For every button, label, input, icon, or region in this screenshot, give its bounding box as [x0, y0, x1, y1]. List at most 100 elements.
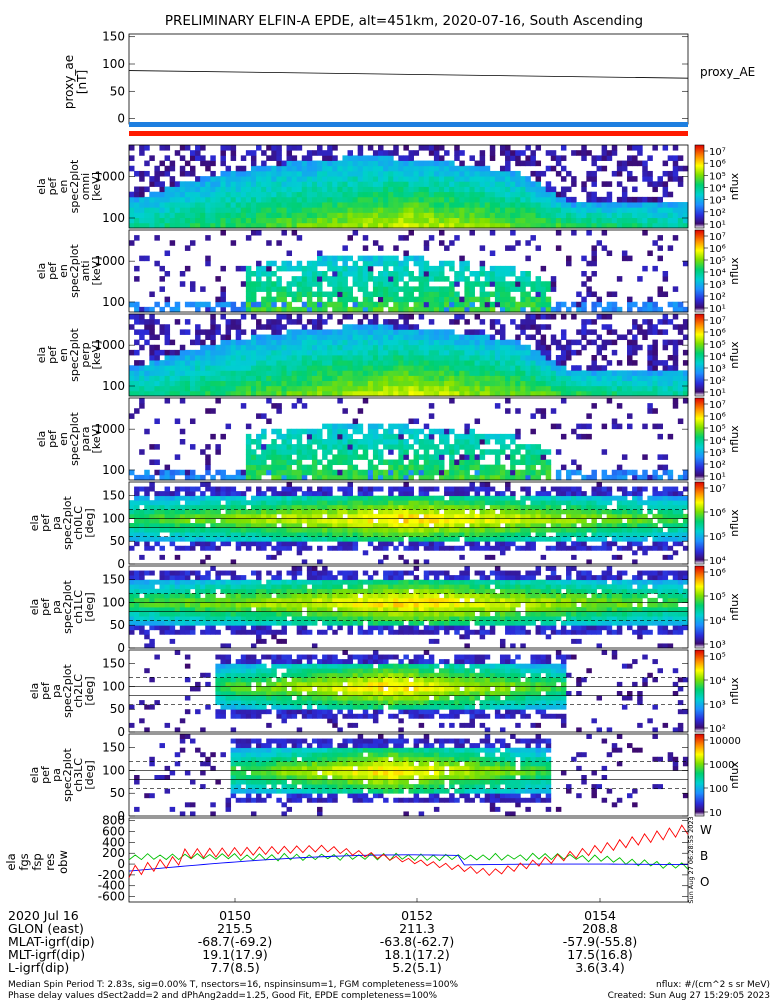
heatmap-cell	[403, 469, 409, 476]
heatmap-cell	[418, 306, 425, 313]
heatmap-cell	[464, 217, 470, 224]
heatmap-cell	[403, 504, 409, 510]
heatmap-cell	[576, 329, 582, 335]
heatmap-cell	[484, 291, 491, 298]
heatmap-cell	[388, 375, 394, 382]
heatmap-cell	[378, 306, 384, 313]
heatmap-cell	[652, 339, 658, 346]
heatmap-cell	[428, 355, 435, 361]
heatmap-cell	[378, 150, 384, 156]
heatmap-cell	[164, 513, 171, 519]
heatmap-cell	[322, 536, 328, 542]
heatmap-cell	[306, 513, 313, 519]
heatmap-cell	[271, 380, 277, 387]
heatmap-cell	[281, 375, 287, 382]
heatmap-cell	[149, 375, 155, 382]
heatmap-cell	[342, 314, 348, 320]
heatmap-cell	[581, 324, 587, 330]
heatmap-cell	[271, 181, 277, 187]
heatmap-cell	[195, 375, 201, 382]
heatmap-cell	[322, 181, 328, 187]
heatmap-cell	[627, 355, 633, 361]
heatmap-cell	[301, 504, 308, 510]
heatmap-cell	[378, 255, 384, 262]
heatmap-cell	[139, 365, 145, 371]
heatmap-cell	[433, 186, 440, 193]
heatmap-cell	[286, 286, 293, 292]
heatmap-cell	[332, 191, 338, 198]
heatmap-cell	[378, 545, 384, 551]
heatmap-cell	[256, 202, 262, 208]
heatmap-cell	[383, 150, 389, 156]
heatmap-cell	[235, 380, 242, 387]
heatmap-cell	[129, 370, 135, 376]
heatmap-cell	[393, 433, 399, 440]
heatmap-cell	[306, 433, 313, 440]
heatmap-cell	[291, 474, 298, 481]
heatmap-cell	[179, 439, 186, 445]
heatmap-cell	[398, 541, 404, 547]
heatmap-cell	[530, 449, 536, 455]
heatmap-cell	[540, 222, 547, 229]
heatmap-cell	[337, 390, 343, 397]
heatmap-cell	[566, 222, 572, 229]
y-axis-label: [keV]	[90, 172, 103, 201]
heatmap-cell	[317, 145, 323, 151]
heatmap-cell	[510, 186, 516, 193]
heatmap-cell	[484, 375, 491, 382]
heatmap-cell	[505, 245, 511, 251]
heatmap-cell	[164, 207, 171, 213]
heatmap-cell	[159, 518, 165, 524]
orbit-bar-red	[129, 131, 688, 136]
heatmap-cell	[357, 518, 364, 524]
heatmap-cell	[632, 301, 638, 308]
heatmap-cell	[469, 196, 475, 203]
heatmap-cell	[245, 469, 252, 476]
heatmap-cell	[134, 518, 140, 524]
heatmap-cell	[428, 428, 435, 435]
heatmap-cell	[245, 186, 252, 193]
heatmap-cell	[210, 339, 216, 346]
heatmap-cell	[174, 355, 181, 361]
heatmap-cell	[393, 286, 399, 292]
heatmap-cell	[189, 196, 196, 203]
heatmap-cell	[362, 536, 369, 542]
heatmap-cell	[149, 390, 155, 397]
heatmap-cell	[149, 207, 155, 213]
heatmap-cell	[418, 439, 425, 445]
heatmap-cell	[520, 306, 526, 313]
heatmap-cell	[378, 202, 384, 208]
heatmap-cell	[627, 212, 633, 219]
heatmap-cell	[403, 390, 409, 397]
heatmap-cell	[393, 196, 399, 203]
heatmap-cell	[403, 518, 409, 524]
heatmap-cell	[388, 385, 394, 392]
heatmap-cell	[337, 474, 343, 481]
heatmap-cell	[418, 207, 425, 213]
heatmap-cell	[505, 160, 511, 167]
heatmap-cell	[571, 207, 577, 213]
heatmap-cell	[479, 360, 486, 366]
heatmap-cell	[261, 360, 267, 366]
heatmap-cell	[667, 170, 674, 177]
heatmap-cell	[367, 271, 374, 277]
heatmap-cell	[149, 217, 155, 224]
heatmap-cell	[291, 428, 298, 435]
heatmap-cell	[215, 196, 221, 203]
heatmap-cell	[205, 176, 211, 182]
heatmap-cell	[266, 186, 272, 193]
heatmap-cell	[256, 413, 262, 419]
heatmap-cell	[479, 474, 486, 481]
heatmap-cell	[286, 260, 293, 267]
heatmap-cell	[398, 474, 404, 481]
heatmap-cell	[230, 217, 237, 224]
heatmap-cell	[560, 191, 567, 198]
heatmap-cell	[317, 291, 323, 298]
heatmap-cell	[378, 385, 384, 392]
heatmap-cell	[667, 365, 674, 371]
heatmap-cell	[306, 390, 313, 397]
heatmap-cell	[459, 334, 465, 341]
heatmap-cell	[388, 176, 394, 182]
heatmap-cell	[408, 532, 414, 538]
heatmap-cell	[179, 536, 186, 542]
